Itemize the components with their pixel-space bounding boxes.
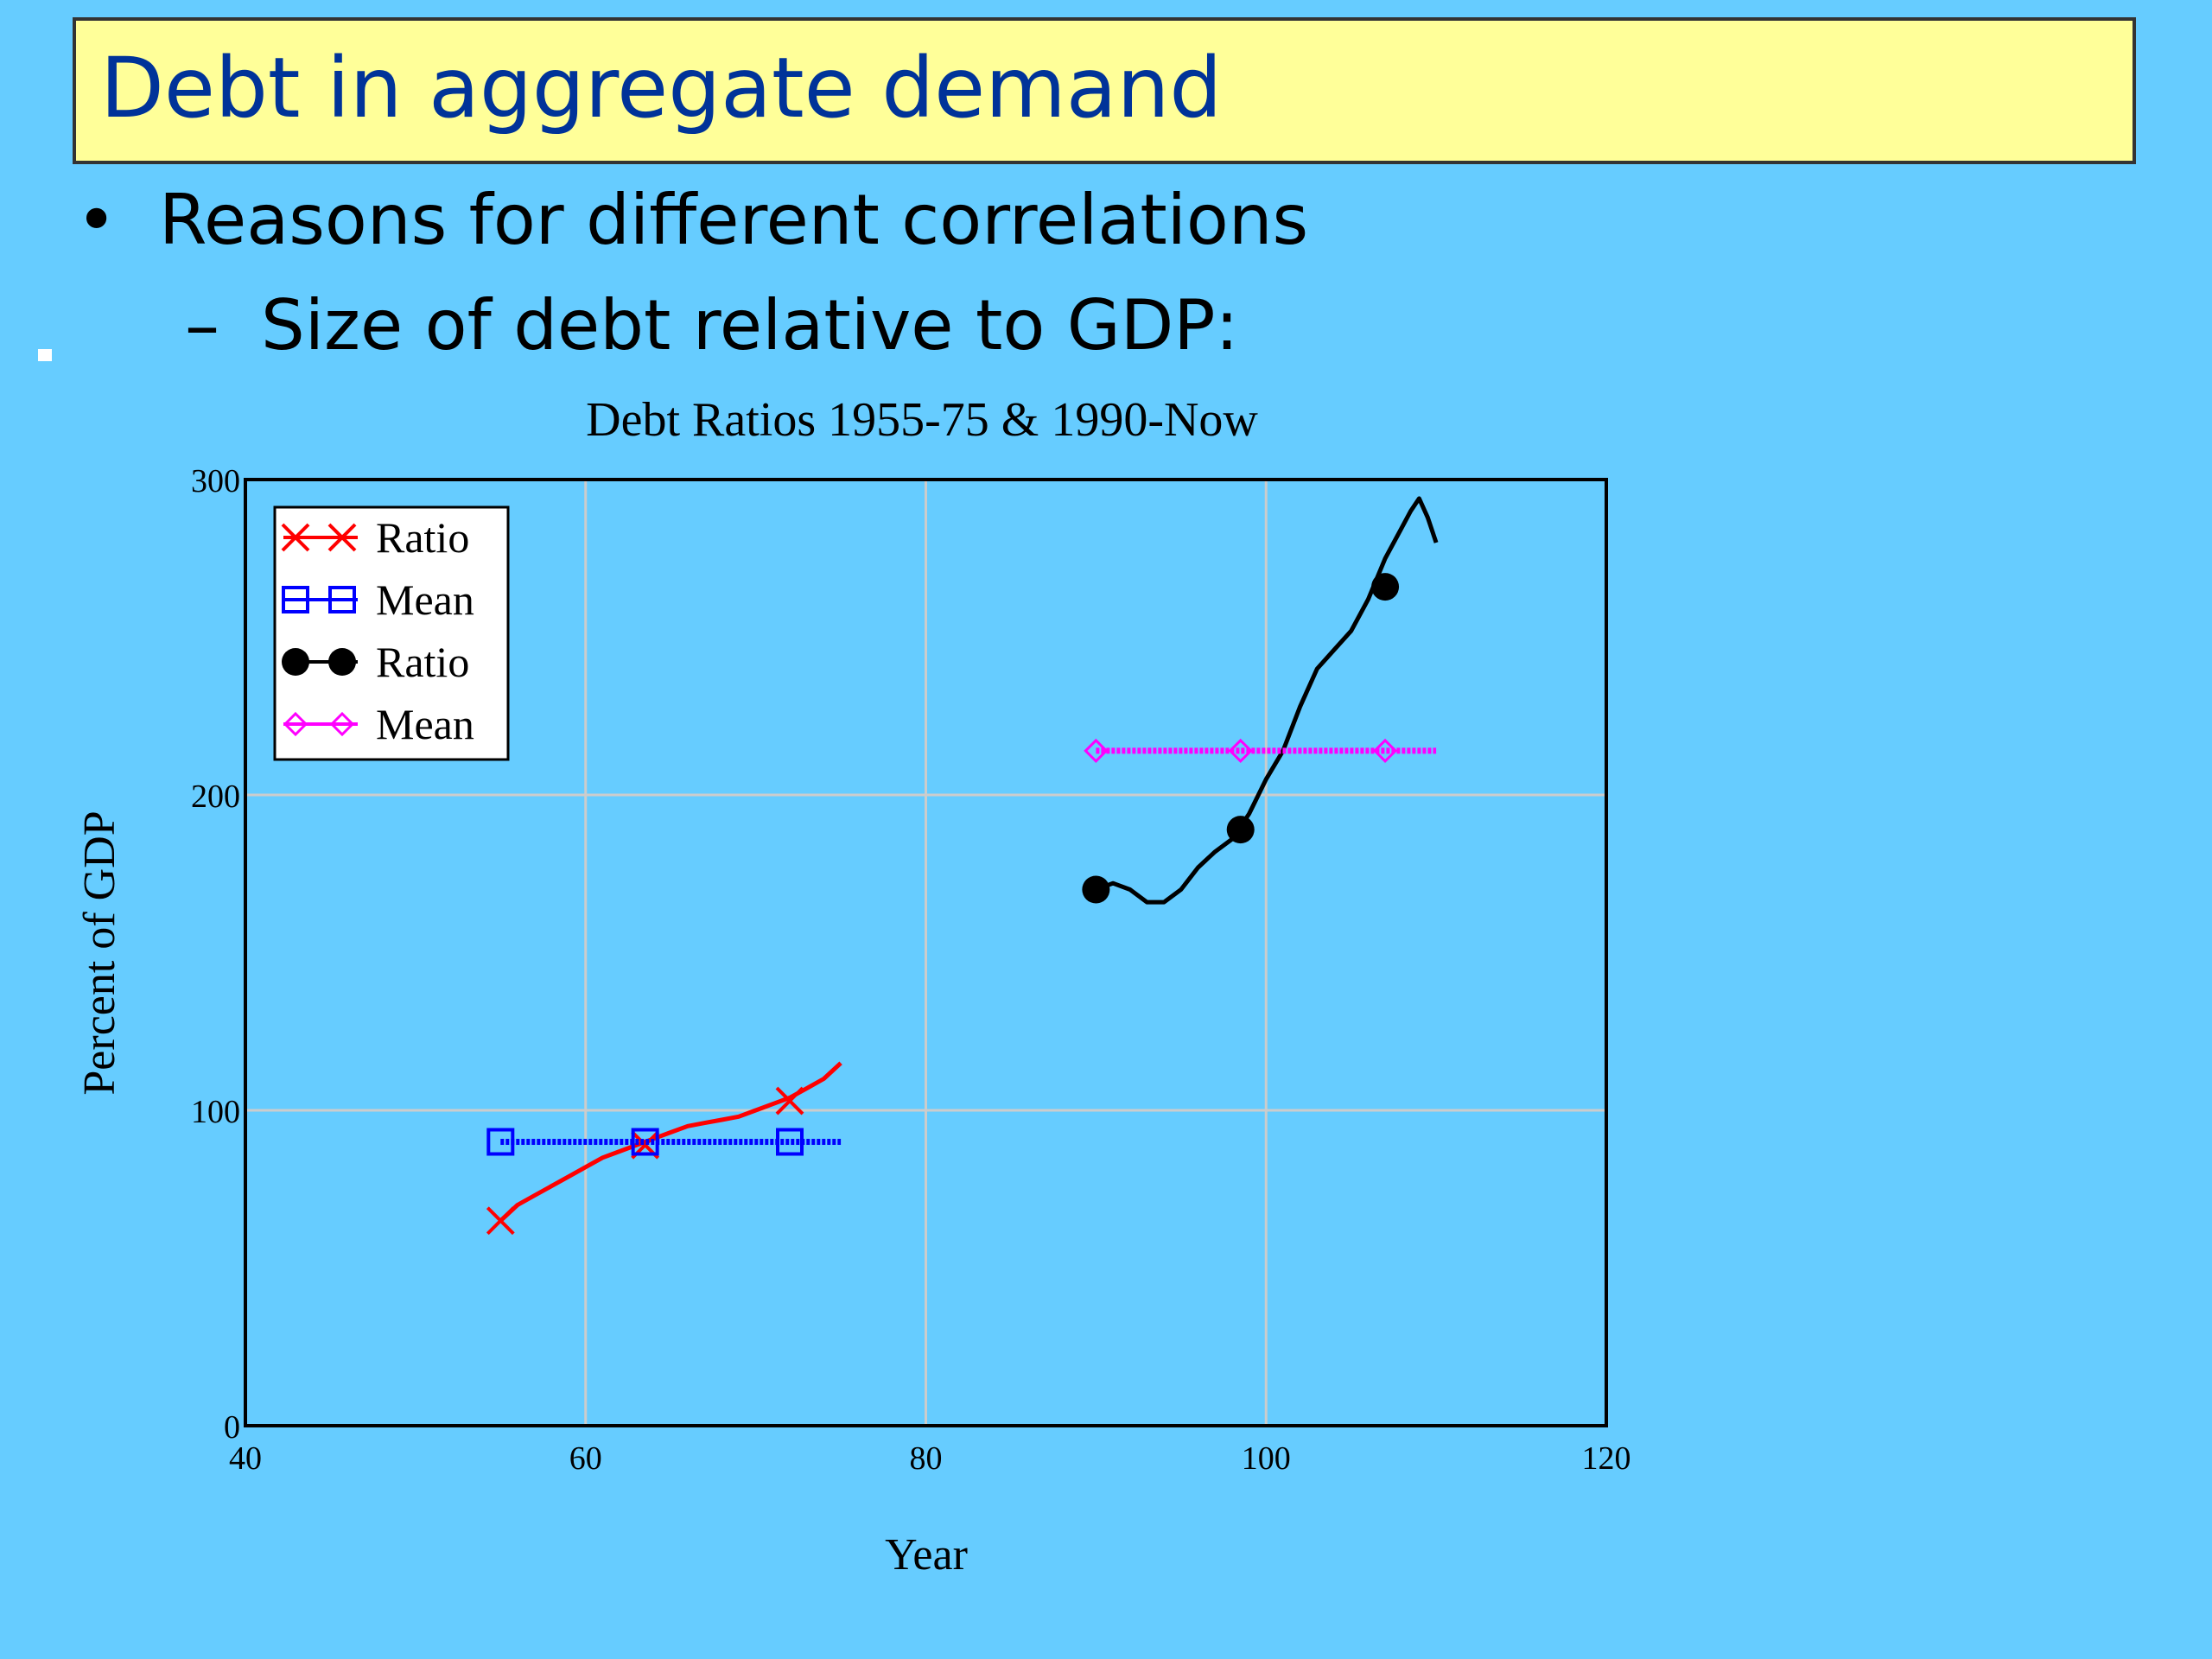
data-point-4 (1228, 738, 1253, 764)
series-4 (1084, 738, 1437, 764)
x-tick-label: 120 (1582, 1440, 1631, 1477)
series-2 (486, 1128, 842, 1156)
x-tick-label: 40 (229, 1440, 262, 1477)
legend-marker (282, 586, 309, 613)
plot-frame (244, 478, 1608, 1427)
legend-label: Mean (376, 575, 474, 624)
data-point-3 (1226, 816, 1255, 844)
data-point-1 (486, 1206, 515, 1236)
chart-grid (245, 480, 1606, 1426)
y-tick-label: 300 (191, 463, 240, 499)
data-point-4 (1372, 738, 1398, 764)
chart-legend: Ratio Mean Ratio Mean (273, 505, 510, 761)
x-axis-label: Year (885, 1530, 968, 1580)
y-axis-label: Percent of GDP (75, 810, 124, 1095)
legend-marker (329, 711, 355, 737)
bullet-text: Reasons for different correlations (159, 180, 1309, 260)
series-3 (1082, 496, 1439, 905)
legend-marker (328, 586, 356, 613)
legend-marker (327, 523, 357, 552)
legend-item-2: Mean (282, 575, 474, 624)
sub-bullet-marker: – (185, 285, 219, 365)
data-point-2 (776, 1128, 804, 1156)
legend-item-4: Mean (283, 700, 474, 748)
chart-title: Debt Ratios 1955-75 & 1990-Now (586, 393, 1258, 447)
series-layer (486, 496, 1439, 1236)
sub-bullet-text: Size of debt relative to GDP: (261, 285, 1239, 365)
series-line-1 (499, 1061, 842, 1223)
legend-label: Ratio (376, 638, 469, 686)
legend-marker (281, 523, 310, 552)
data-point-4 (1084, 738, 1109, 764)
title-box: Debt in aggregate demand (73, 17, 2136, 164)
series-1 (486, 1061, 842, 1236)
x-tick-label: 80 (910, 1440, 943, 1477)
legend-label: Mean (376, 700, 474, 748)
y-tick-label: 0 (224, 1409, 240, 1446)
x-tick-label: 100 (1242, 1440, 1291, 1477)
legend-marker (328, 648, 356, 676)
axis-ticks: 40 60 80 100 120 0 100 200 300 (191, 463, 1631, 1477)
data-point-1 (775, 1086, 804, 1116)
bullet-marker: • (76, 180, 118, 260)
y-tick-label: 200 (191, 779, 240, 815)
y-tick-label: 100 (191, 1094, 240, 1130)
slide-title: Debt in aggregate demand (100, 40, 1223, 137)
legend-box (273, 505, 510, 761)
x-tick-label: 60 (569, 1440, 602, 1477)
legend-item-3: Ratio (282, 638, 469, 686)
legend-label: Ratio (376, 513, 469, 562)
data-point-2 (486, 1128, 515, 1156)
legend-marker (283, 711, 308, 737)
data-point-3 (1082, 875, 1110, 904)
bullet-item: • Reasons for different correlations (76, 180, 1308, 260)
legend-marker (282, 648, 309, 676)
data-point-2 (631, 1128, 659, 1156)
data-point-3 (1371, 573, 1400, 601)
legend-item-1: Ratio (281, 513, 469, 562)
sub-bullet-item: – Size of debt relative to GDP: (185, 285, 1238, 365)
slide-marker (38, 349, 52, 361)
